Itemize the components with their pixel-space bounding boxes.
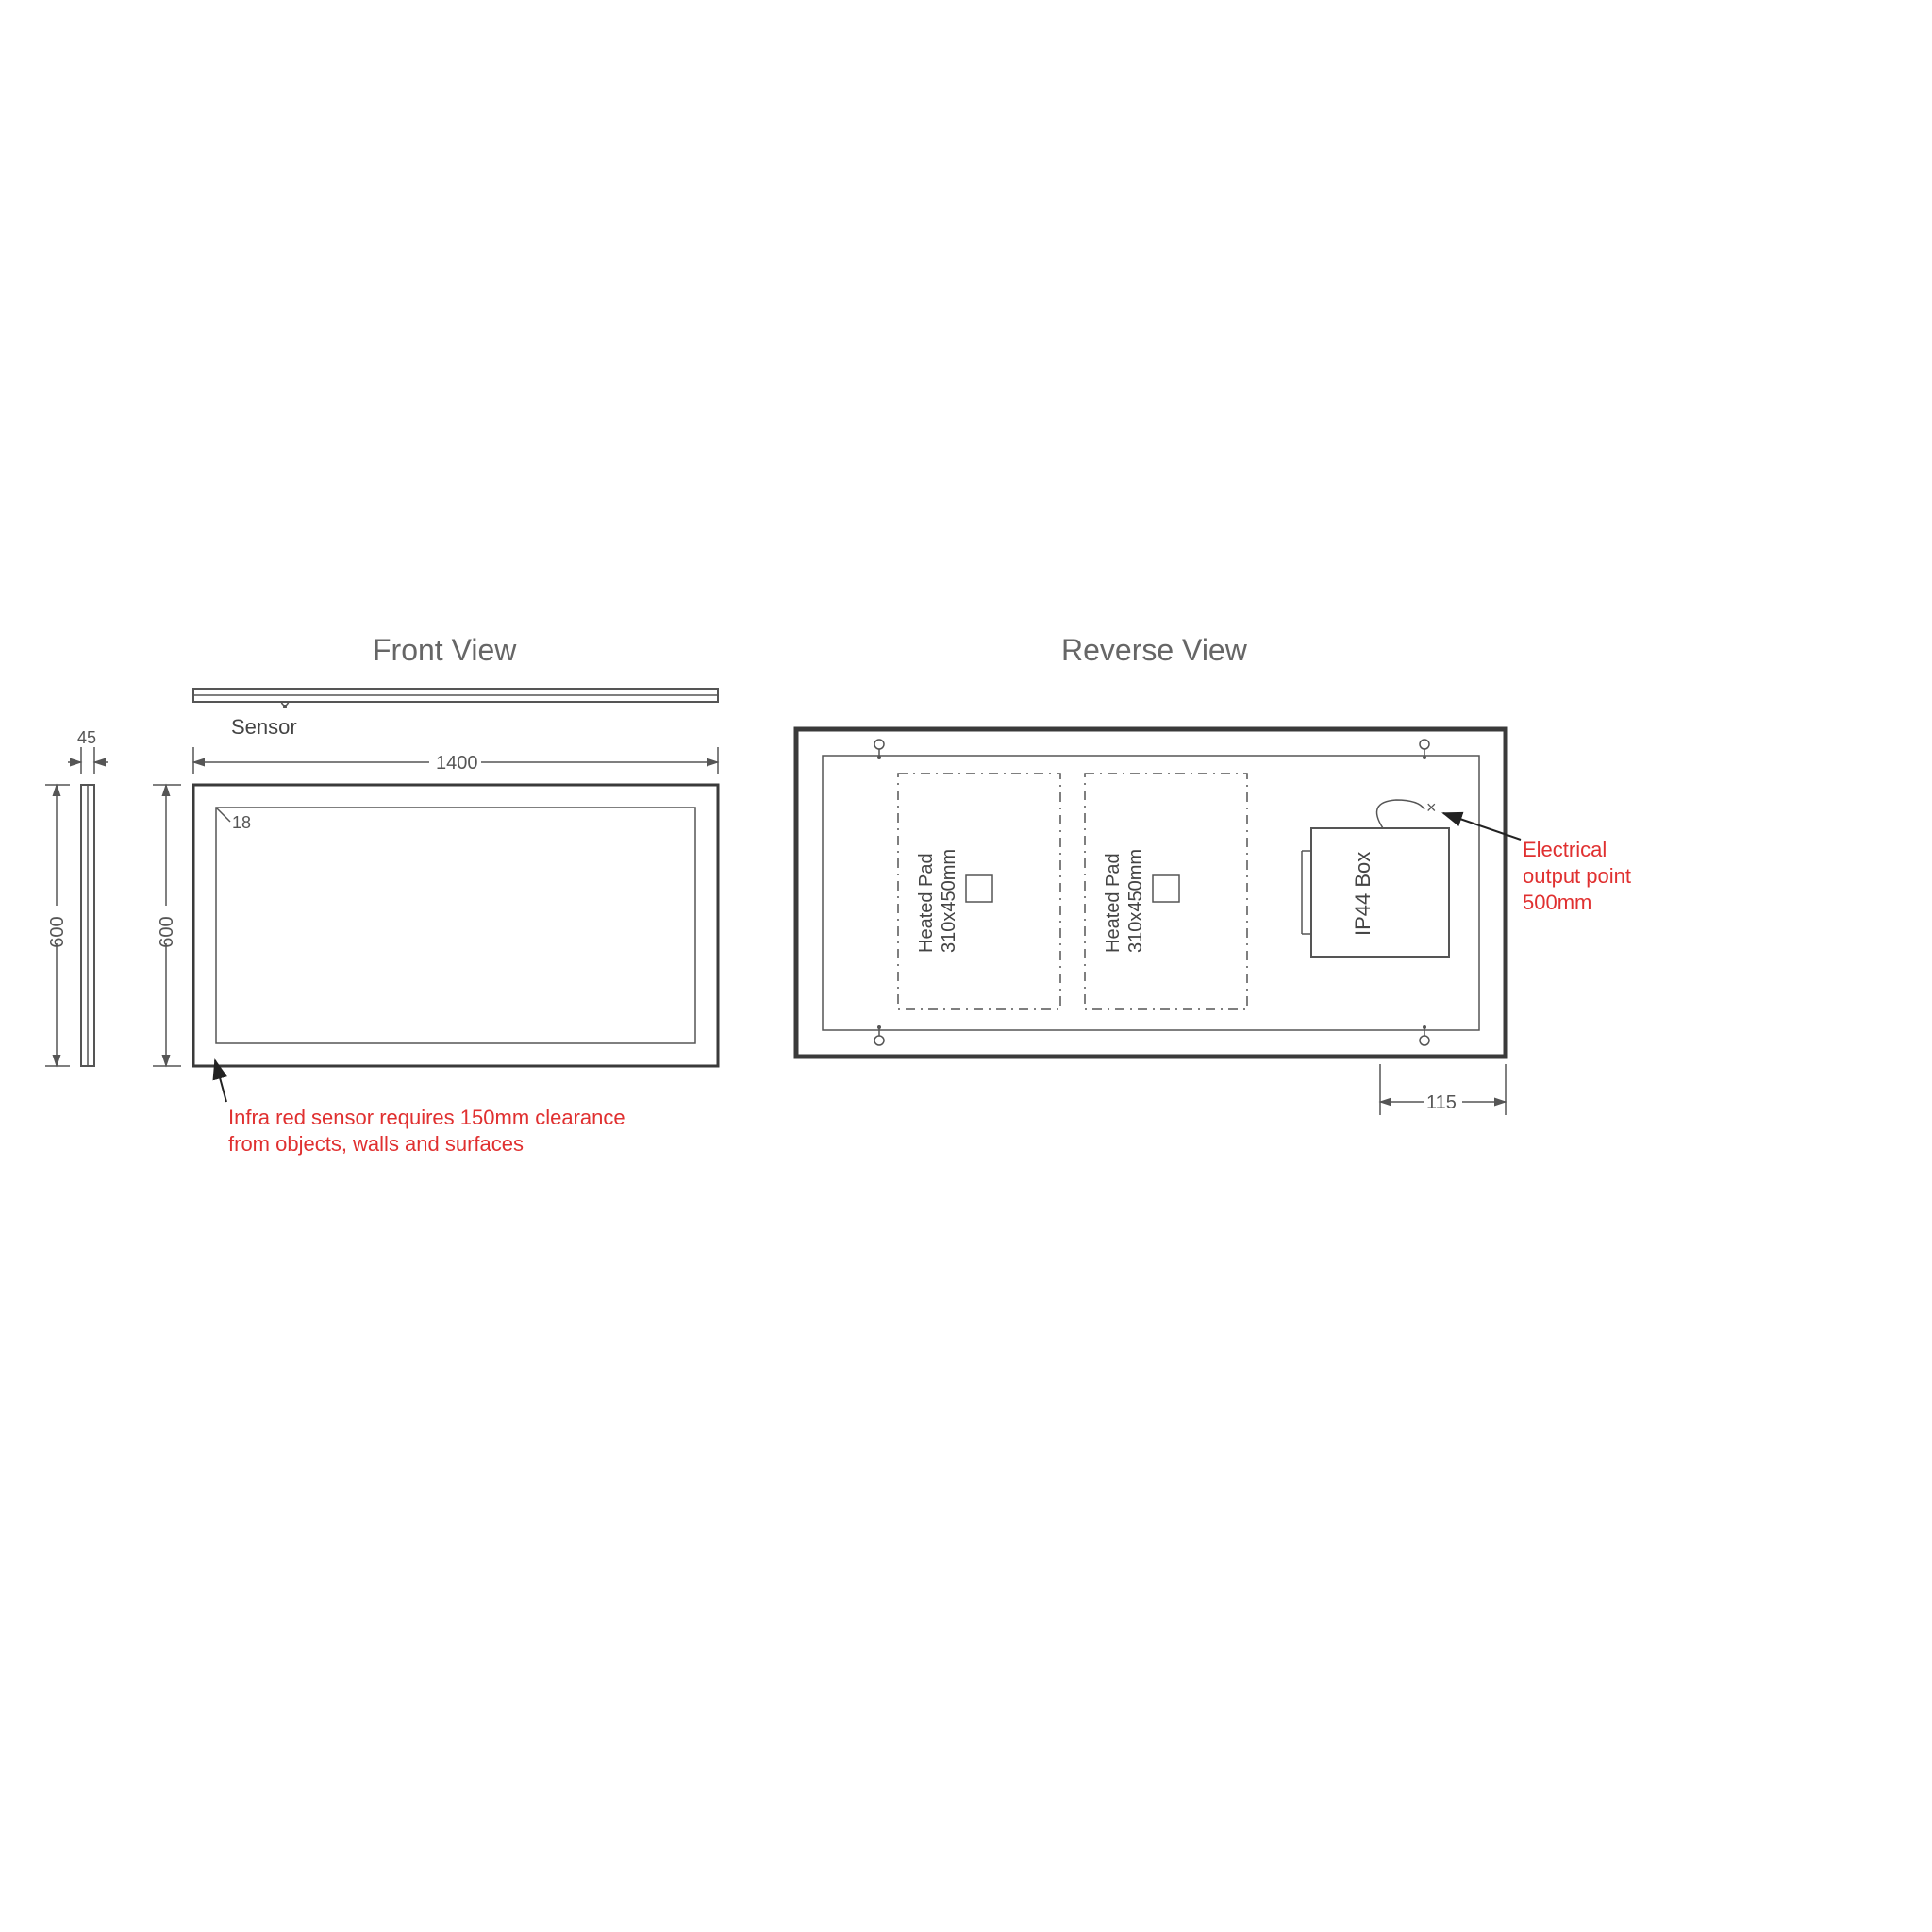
svg-text:600: 600 — [157, 916, 177, 947]
svg-text:Electrical: Electrical — [1523, 838, 1607, 861]
front-main-rect: 18 — [193, 785, 718, 1066]
svg-text:310x450mm: 310x450mm — [939, 849, 959, 953]
heated-pad-1: Heated Pad 310x450mm — [898, 774, 1060, 1009]
svg-text:Heated Pad: Heated Pad — [1103, 853, 1124, 953]
svg-text:1400: 1400 — [436, 753, 478, 774]
svg-text:Infra red sensor requires 150m: Infra red sensor requires 150mm clearanc… — [228, 1106, 625, 1129]
svg-text:310x450mm: 310x450mm — [1125, 849, 1146, 953]
electrical-note: Electrical output point 500mm — [1443, 813, 1631, 914]
reverse-title: Reverse View — [1061, 633, 1248, 667]
svg-text:IP44 Box: IP44 Box — [1351, 852, 1374, 936]
svg-text:115: 115 — [1426, 1092, 1457, 1113]
svg-text:output point: output point — [1523, 864, 1631, 888]
sensor-note: Infra red sensor requires 150mm clearanc… — [215, 1060, 625, 1156]
front-top-bar — [193, 689, 718, 708]
front-side-profile — [81, 785, 94, 1066]
front-title: Front View — [373, 633, 517, 667]
sensor-label: Sensor — [231, 715, 297, 739]
reverse-frame — [796, 729, 1506, 1057]
dim-width-1400: 1400 — [193, 747, 718, 774]
svg-text:45: 45 — [77, 728, 96, 747]
dim-side-height-600: 600 — [45, 785, 70, 1066]
ip44-box: × IP44 Box — [1302, 798, 1449, 957]
svg-text:from objects, walls and surfac: from objects, walls and surfaces — [228, 1132, 524, 1156]
svg-text:500mm: 500mm — [1523, 891, 1591, 914]
svg-text:Heated Pad: Heated Pad — [916, 853, 937, 953]
heated-pad-2: Heated Pad 310x450mm — [1085, 774, 1247, 1009]
svg-text:×: × — [1426, 798, 1437, 817]
svg-text:600: 600 — [47, 916, 68, 947]
svg-text:18: 18 — [232, 813, 251, 832]
dim-depth-45: 45 — [68, 728, 108, 774]
dim-115: 115 — [1380, 1064, 1506, 1115]
dim-main-height-600: 600 — [153, 785, 181, 1066]
